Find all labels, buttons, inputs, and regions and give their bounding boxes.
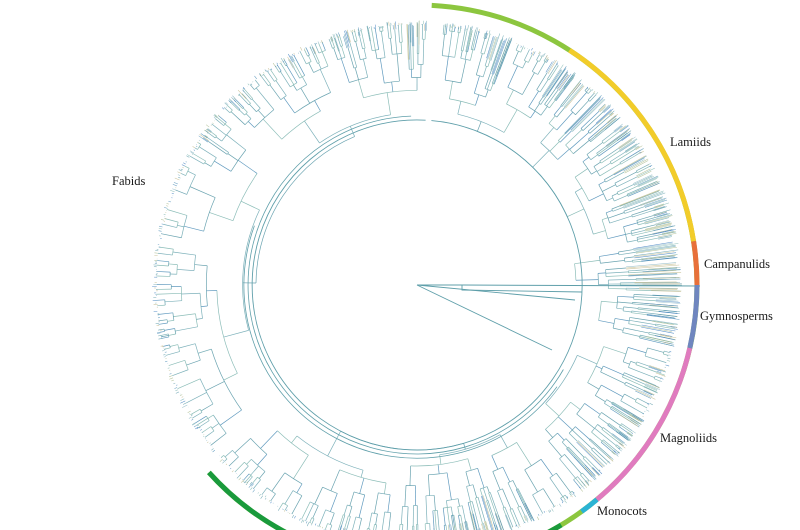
clade-arc-gymnosperms (687, 284, 700, 349)
clade-arc-magnoliids (595, 347, 693, 502)
label-gymnosperms: Gymnosperms (700, 309, 773, 323)
label-lamiids: Lamiids (670, 135, 711, 149)
label-monocots: Monocots (597, 504, 647, 518)
label-fabids: Fabids (112, 174, 146, 188)
clade-arc-monocots (580, 497, 599, 514)
clade-arc-fabids (207, 2, 700, 530)
label-campanulids: Campanulids (704, 257, 770, 271)
tree-root-branches (243, 115, 701, 459)
clade-arc-lamiids (568, 48, 697, 242)
clade-arc-unlabeled (207, 470, 563, 530)
clade-arc-campanulids (691, 240, 700, 286)
clade-arcs (207, 2, 700, 530)
label-magnoliids: Magnoliids (660, 431, 717, 445)
tree-branches (152, 20, 682, 530)
